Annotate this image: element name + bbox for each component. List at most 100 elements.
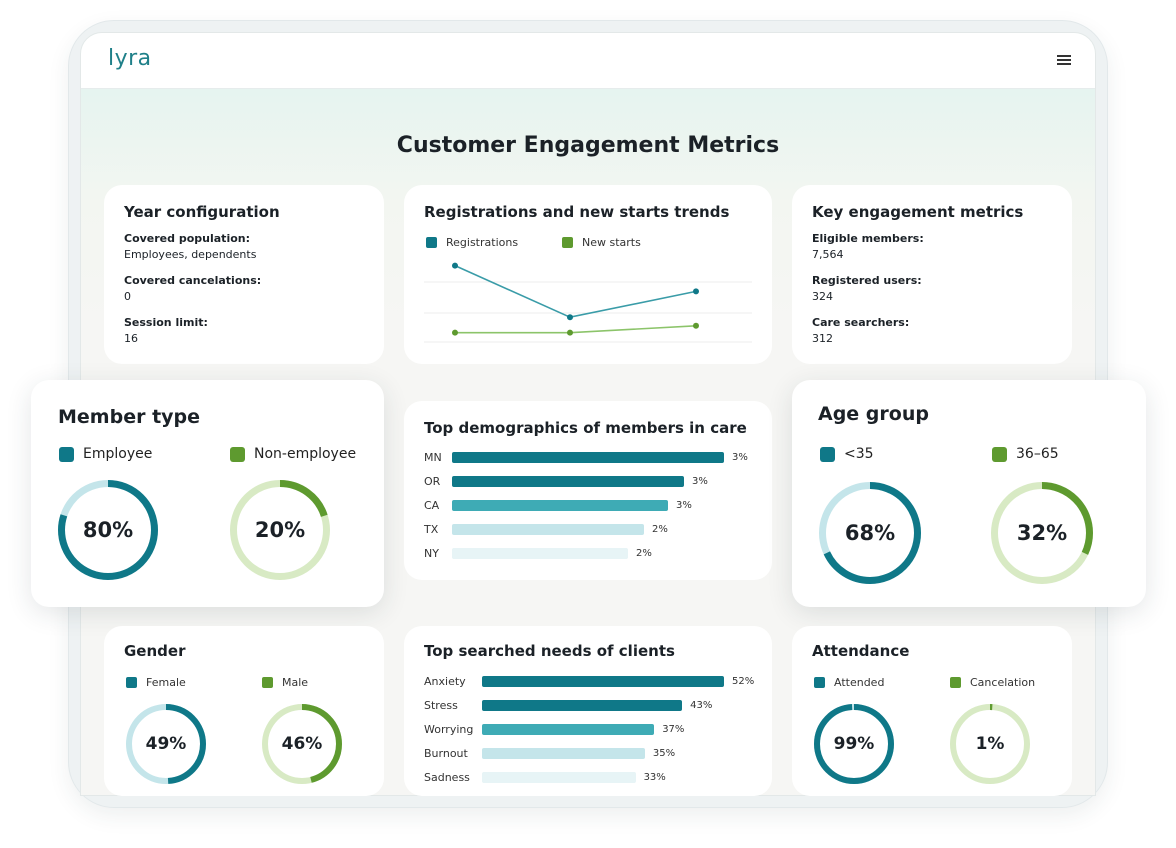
donut-label: 1% xyxy=(975,734,1005,754)
legend-female: Female xyxy=(126,676,186,689)
donut-arc xyxy=(991,482,1093,584)
age-group-card: Age group <35 36–65 68% 32% xyxy=(792,380,1146,607)
bar-category-label: Worrying xyxy=(424,723,474,736)
legend-label: Cancelation xyxy=(970,676,1036,689)
donut-ring xyxy=(126,704,206,784)
donut-arc xyxy=(819,482,921,584)
covered-cancelations-value: 0 xyxy=(124,290,131,303)
donut-arc xyxy=(950,704,1030,784)
registered-users-value: 324 xyxy=(812,290,833,303)
bar xyxy=(482,700,683,711)
card-title: Gender xyxy=(124,642,186,660)
bar-value-label: 3% xyxy=(676,500,692,511)
age-36-65-swatch xyxy=(992,446,1007,462)
legend-label: Female xyxy=(146,676,186,689)
bar-value-label: 52% xyxy=(732,676,755,687)
donut-arc xyxy=(126,704,206,784)
female-donut: 49% xyxy=(126,704,206,784)
legend-under-35: <35 xyxy=(820,446,874,462)
legend-attended: Attended xyxy=(814,676,884,689)
attended-donut: 99% xyxy=(814,704,894,784)
trend-line-chart xyxy=(424,262,752,343)
employee-swatch xyxy=(59,446,74,462)
top-bar: lyra xyxy=(81,33,1095,89)
year-configuration-card: Year configuration Covered population: E… xyxy=(104,185,384,364)
eligible-members-value: 7,564 xyxy=(812,248,844,261)
card-title: Attendance xyxy=(812,642,910,660)
legend-non-employee: Non-employee xyxy=(230,446,356,462)
donut-label: 46% xyxy=(281,734,323,754)
non-employee-swatch xyxy=(230,446,245,462)
gender-card: Gender Female Male 49% 46% xyxy=(104,626,384,796)
card-title: Year configuration xyxy=(124,203,280,221)
legend-label: Registrations xyxy=(446,236,519,249)
demographics-bar-chart: MN 3% OR 3% CA 3% TX 2% NY 2% xyxy=(404,401,772,580)
bar-category-label: Burnout xyxy=(424,747,468,760)
session-limit-label: Session limit: xyxy=(124,316,208,329)
non-employee-donut: 20% xyxy=(230,480,330,580)
series-line-registrations xyxy=(454,264,697,319)
key-engagement-metrics-card: Key engagement metrics Eligible members:… xyxy=(792,185,1072,364)
registrations-trends-card: Registrations and new starts trends Regi… xyxy=(404,185,772,364)
bar xyxy=(452,500,668,511)
legend-registrations: Registrations xyxy=(426,236,518,249)
lyra-logo: lyra xyxy=(108,46,152,71)
legend-male: Male xyxy=(262,676,308,689)
bar xyxy=(482,772,636,783)
employee-donut: 80% xyxy=(58,480,158,580)
cancelation-donut: 1% xyxy=(950,704,1030,784)
bar-value-label: 43% xyxy=(690,700,713,711)
hamburger-menu-icon[interactable] xyxy=(1057,55,1071,66)
donut-ring xyxy=(991,482,1093,584)
legend-36-65: 36–65 xyxy=(992,446,1059,462)
bar-category-label: OR xyxy=(424,475,441,488)
registered-users-label: Registered users: xyxy=(812,274,922,287)
bar-category-label: Stress xyxy=(424,699,458,712)
donut-label: 68% xyxy=(844,521,896,545)
legend-employee: Employee xyxy=(59,446,152,462)
registrations-swatch xyxy=(426,237,437,248)
bar xyxy=(482,676,724,687)
donut-arc xyxy=(58,480,158,580)
legend-label: Male xyxy=(282,676,309,689)
donut-ring xyxy=(262,704,342,784)
session-limit-value: 16 xyxy=(124,332,138,345)
attendance-card: Attendance Attended Cancelation 99% 1% xyxy=(792,626,1072,796)
bar-category-label: CA xyxy=(424,499,440,512)
donut-arc xyxy=(262,704,342,784)
male-swatch xyxy=(262,677,273,688)
bar xyxy=(482,724,655,735)
legend-label: Employee xyxy=(83,446,153,462)
data-point xyxy=(452,329,458,336)
bar-value-label: 37% xyxy=(662,724,685,735)
data-point xyxy=(567,329,573,336)
care-searchers-label: Care searchers: xyxy=(812,316,910,329)
bar-category-label: Sadness xyxy=(424,771,470,784)
covered-cancelations-label: Covered cancelations: xyxy=(124,274,262,287)
under-35-donut: 68% xyxy=(819,482,921,584)
covered-population-value: Employees, dependents xyxy=(124,248,257,261)
card-title: Age group xyxy=(818,403,929,425)
card-title: Top searched needs of clients xyxy=(424,642,675,660)
legend-label: Attended xyxy=(834,676,885,689)
under-35-swatch xyxy=(820,446,835,462)
donut-label: 99% xyxy=(833,734,875,754)
cancelation-swatch xyxy=(950,677,961,688)
donut-label: 49% xyxy=(145,734,187,754)
bar-value-label: 3% xyxy=(732,452,748,463)
data-point xyxy=(693,288,699,295)
bar xyxy=(482,748,645,759)
age-36-65-donut: 32% xyxy=(991,482,1093,584)
donut-ring xyxy=(58,480,158,580)
legend-label: Non-employee xyxy=(254,446,357,462)
donut-label: 20% xyxy=(254,518,306,542)
donut-ring xyxy=(819,482,921,584)
page-title: Customer Engagement Metrics xyxy=(396,133,780,158)
card-title: Registrations and new starts trends xyxy=(424,203,730,221)
card-title: Top demographics of members in care xyxy=(424,419,747,437)
bar-value-label: 2% xyxy=(652,524,668,535)
legend-cancelation: Cancelation xyxy=(950,676,1035,689)
legend-label: New starts xyxy=(582,236,641,249)
legend-new-starts: New starts xyxy=(562,236,641,249)
bar xyxy=(452,524,644,535)
